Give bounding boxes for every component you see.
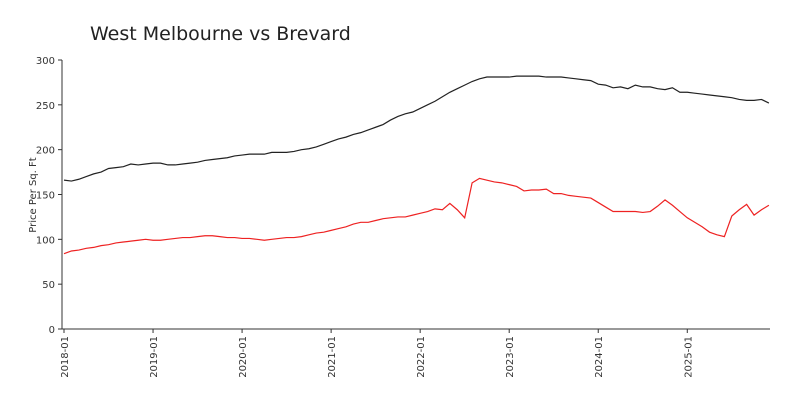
y-tick-label: 50 [42, 280, 55, 291]
x-tick-label: 2021-01 [327, 336, 338, 378]
x-tick-label: 2023-01 [505, 336, 516, 378]
line-series [63, 177, 770, 255]
y-tick-label: 0 [49, 325, 55, 336]
x-tick-label: 2022-01 [416, 336, 427, 378]
x-tick-label: 2025-01 [683, 336, 694, 378]
line-series [63, 75, 770, 182]
y-axis-label: Price Per Sq. Ft [28, 157, 39, 232]
x-tick-label: 2019-01 [149, 336, 160, 378]
chart-title: West Melbourne vs Brevard [90, 23, 351, 45]
x-tick-label: 2024-01 [594, 336, 605, 378]
x-tick-label: 2020-01 [238, 336, 249, 378]
y-tick-label: 150 [36, 191, 55, 202]
y-tick-label: 200 [36, 146, 55, 157]
y-tick-label: 250 [36, 101, 55, 112]
x-tick-label: 2018-01 [60, 336, 71, 378]
y-tick-label: 300 [36, 56, 55, 67]
y-tick-label: 100 [36, 235, 55, 246]
